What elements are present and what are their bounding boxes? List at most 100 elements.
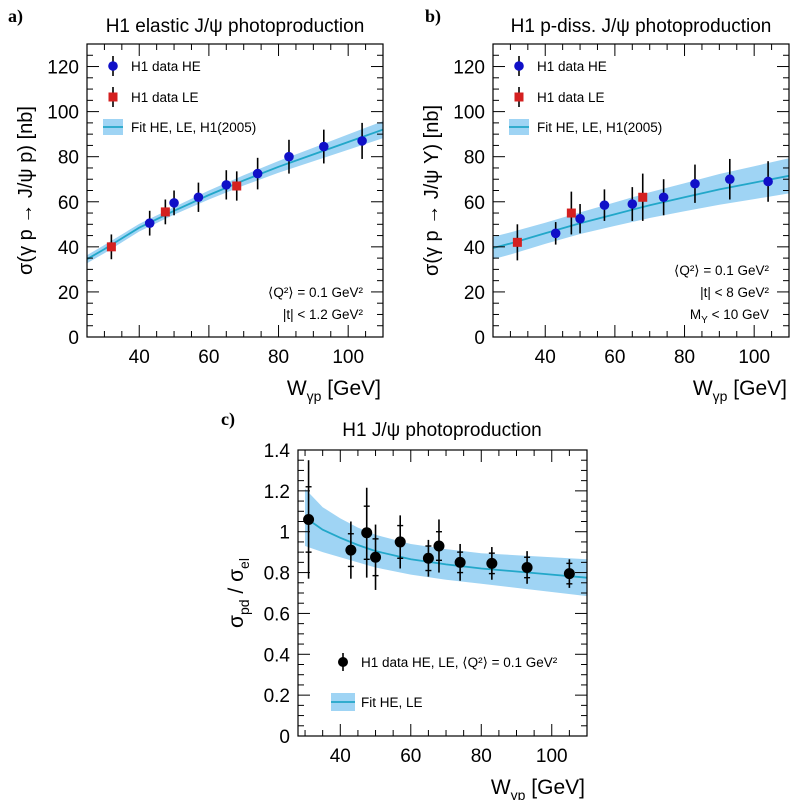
data-point xyxy=(169,198,179,208)
x-tick-label: 80 xyxy=(268,347,289,368)
annotation: ⟨Q²⟩ = 0.1 GeV² xyxy=(268,285,363,300)
data-point xyxy=(638,192,648,202)
y-axis-label-part: σ xyxy=(225,615,248,628)
y-tick-label: 120 xyxy=(47,58,79,79)
data-point xyxy=(319,141,329,152)
y-tick-label: 0 xyxy=(68,328,79,349)
x-tick-label: 100 xyxy=(536,746,568,767)
y-tick-label: 0 xyxy=(279,727,290,748)
legend-label: H1 data HE xyxy=(131,59,201,74)
x-tick-label: 60 xyxy=(400,746,421,767)
y-tick-label: 20 xyxy=(464,283,485,304)
x-axis-label-unit: [GeV] xyxy=(321,377,381,400)
y-tick-label: 100 xyxy=(47,103,79,124)
annotation: |t| < 1.2 GeV² xyxy=(283,307,364,322)
legend-label: H1 data LE xyxy=(537,90,605,105)
y-tick-label: 60 xyxy=(58,193,79,214)
legend-label: H1 data LE xyxy=(131,90,199,105)
data-point xyxy=(563,568,575,580)
x-axis-label-main: W xyxy=(693,377,713,400)
legend-marker-circle xyxy=(338,657,348,667)
x-axis-label-main: W xyxy=(491,776,511,799)
y-axis-label: σ(γ p → J/ψ p) [nb] xyxy=(15,106,37,275)
annotation-sub: Y xyxy=(701,315,708,326)
y-tick-label: 1.4 xyxy=(264,441,291,462)
data-point xyxy=(658,192,669,203)
chart-panel-c: c) H1 J/ψ photoproduction 0 0.2 0.4 0.6 0.8 1 1.… xyxy=(221,409,588,800)
data-point xyxy=(599,200,610,210)
x-axis-label: Wγp [GeV] xyxy=(491,776,585,800)
data-point xyxy=(486,557,498,569)
y-axis-label-part: / σ xyxy=(225,569,248,600)
fit-band-group xyxy=(493,158,789,260)
x-axis-label-sub: γp xyxy=(511,787,526,800)
fit-band-group xyxy=(304,488,587,597)
data-point xyxy=(193,192,204,203)
data-point xyxy=(394,536,406,548)
data-point xyxy=(627,199,638,209)
legend-label: H1 data HE xyxy=(537,59,607,74)
data-point xyxy=(221,180,232,190)
legend-label: H1 data HE, LE, ⟨Q²⟩ = 0.1 GeV² xyxy=(361,655,558,670)
y-tick-label: 100 xyxy=(453,103,485,124)
fit-band-group xyxy=(87,121,383,264)
x-axis-label-sub: γp xyxy=(307,388,322,404)
data-point xyxy=(345,544,357,556)
data-point xyxy=(160,207,170,217)
data-point xyxy=(422,552,434,564)
legend-marker-square xyxy=(108,92,118,102)
data-point xyxy=(454,556,466,568)
y-tick-label: 80 xyxy=(464,148,485,169)
chart-title: H1 J/ψ photoproduction xyxy=(342,420,541,441)
x-tick-label: 80 xyxy=(471,746,492,767)
y-tick-label: 120 xyxy=(453,58,485,79)
data-point xyxy=(575,213,585,224)
data-point xyxy=(303,513,315,525)
data-point xyxy=(566,208,576,218)
y-tick-label: 20 xyxy=(58,283,79,304)
y-tick-label: 60 xyxy=(464,193,485,214)
chart-title: H1 p-diss. J/ψ photoproduction xyxy=(511,16,772,37)
data-point xyxy=(106,242,116,252)
fit-band xyxy=(87,121,383,264)
y-tick-label: 0 xyxy=(474,328,485,349)
data-point xyxy=(763,176,773,187)
chart-panel-a: a) H1 elastic J/ψ photoproduction 0 20 40 60 8… xyxy=(8,6,384,404)
y-tick-label: 40 xyxy=(58,238,79,259)
data-point xyxy=(433,540,445,552)
legend-label: Fit HE, LE, H1(2005) xyxy=(131,120,256,135)
legend-label: Fit HE, LE, H1(2005) xyxy=(537,120,662,135)
legend-label: Fit HE, LE xyxy=(361,695,423,710)
annotation: |t| < 8 GeV² xyxy=(700,285,769,300)
panel-label: a) xyxy=(8,6,23,27)
y-tick-label: 0.8 xyxy=(264,564,290,585)
chart-panel-b: b) H1 p-diss. J/ψ photoproduction 0 20 40 60 8… xyxy=(421,6,790,404)
fit-band xyxy=(493,158,789,260)
x-tick-label: 40 xyxy=(330,746,351,767)
y-axis-label: σpd / σel xyxy=(225,558,252,628)
legend-marker-circle xyxy=(514,61,524,71)
y-axis-label: σ(γ p → J/ψ Y) [nb] xyxy=(421,105,443,276)
y-tick-label: 40 xyxy=(464,238,485,259)
x-axis-label: Wγp [GeV] xyxy=(287,377,381,404)
data-point xyxy=(725,174,735,185)
y-axis-label-sub: pd xyxy=(236,599,252,615)
x-tick-label: 100 xyxy=(738,347,770,368)
x-tick-label: 60 xyxy=(604,347,625,368)
x-axis-label: Wγp [GeV] xyxy=(693,377,787,404)
panel-label: b) xyxy=(425,6,441,27)
annotation: MY < 10 GeV xyxy=(690,307,769,326)
y-tick-label: 0.2 xyxy=(264,686,290,707)
annotation-part: M xyxy=(690,307,701,322)
data-point xyxy=(144,218,155,228)
data-point xyxy=(550,228,561,239)
data-point xyxy=(521,561,533,573)
annotation: ⟨Q²⟩ = 0.1 GeV² xyxy=(674,263,769,278)
data-point xyxy=(357,136,367,146)
data-point xyxy=(252,168,263,179)
data-point xyxy=(690,178,700,189)
fit-band xyxy=(305,488,587,597)
data-point xyxy=(370,551,382,563)
panel-label: c) xyxy=(221,409,235,430)
